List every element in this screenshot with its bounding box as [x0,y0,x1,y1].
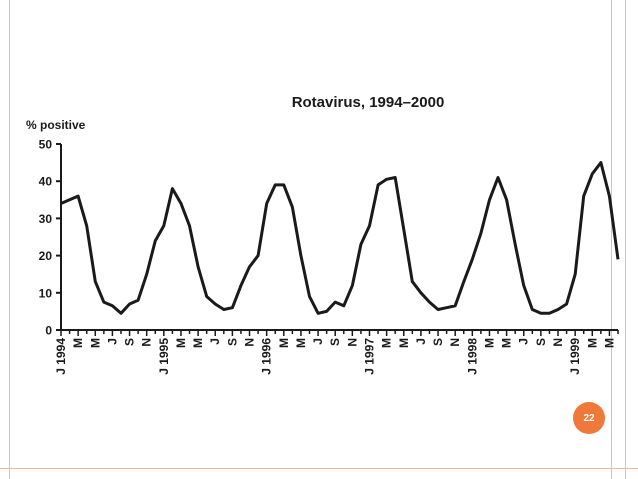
y-tick-label: 30 [39,212,53,226]
y-axis-label: % positive [26,118,86,132]
slide-border-bottom [0,468,638,469]
y-tick-label: 40 [39,175,53,189]
y-tick-label: 20 [39,249,53,263]
x-tick-label: J [105,338,119,345]
x-tick-label: J 1998 [465,338,479,375]
y-ticks: 0 10 20 30 40 50 [39,138,61,338]
slide-border-right-outer [625,0,626,479]
x-tick-label: S [123,338,137,346]
x-tick-label: J 1999 [568,338,582,375]
x-tick-label: M [500,338,514,348]
x-ticks: J 1994 M M J S N J 1995 M M J S N J 1996 M M J S N J 1997 M… [54,330,619,375]
x-tick-label: J 1995 [157,338,171,375]
x-tick-label: M [71,338,85,348]
x-tick-label: J [517,338,531,345]
x-tick-label: M [191,338,205,348]
x-tick-label: S [431,338,445,346]
x-tick-label: M [602,338,616,348]
slide-border-right-inner [611,0,612,479]
x-tick-label: S [225,338,239,346]
x-tick-label: J 1994 [54,338,68,375]
x-tick-label: M [380,338,394,348]
x-tick-label: J [414,338,428,345]
y-tick-label: 10 [39,286,53,300]
x-tick-label: N [243,338,257,347]
x-tick-label: N [551,338,565,347]
x-tick-label: M [397,338,411,348]
x-tick-label: M [585,338,599,348]
slide-border-left [9,0,10,479]
x-tick-label: N [140,338,154,347]
x-tick-label: J 1996 [260,338,274,375]
x-tick-label: M [294,338,308,348]
axes [60,144,618,331]
x-tick-label: S [328,338,342,346]
x-tick-label: N [448,338,462,347]
x-tick-label: J [311,338,325,345]
x-tick-label: M [174,338,188,348]
page-number-badge: 22 [573,402,605,434]
x-tick-label: S [534,338,548,346]
series-line [60,161,620,315]
chart-title: Rotavirus, 1994–2000 [292,94,445,111]
x-tick-label: M [482,338,496,348]
y-tick-label: 0 [45,324,52,338]
x-tick-label: J [208,338,222,345]
x-tick-label: J 1997 [362,338,376,375]
y-tick-label: 50 [39,138,53,152]
x-tick-label: M [88,338,102,348]
series-group [60,161,620,315]
x-tick-label: M [277,338,291,348]
x-tick-label: N [345,338,359,347]
